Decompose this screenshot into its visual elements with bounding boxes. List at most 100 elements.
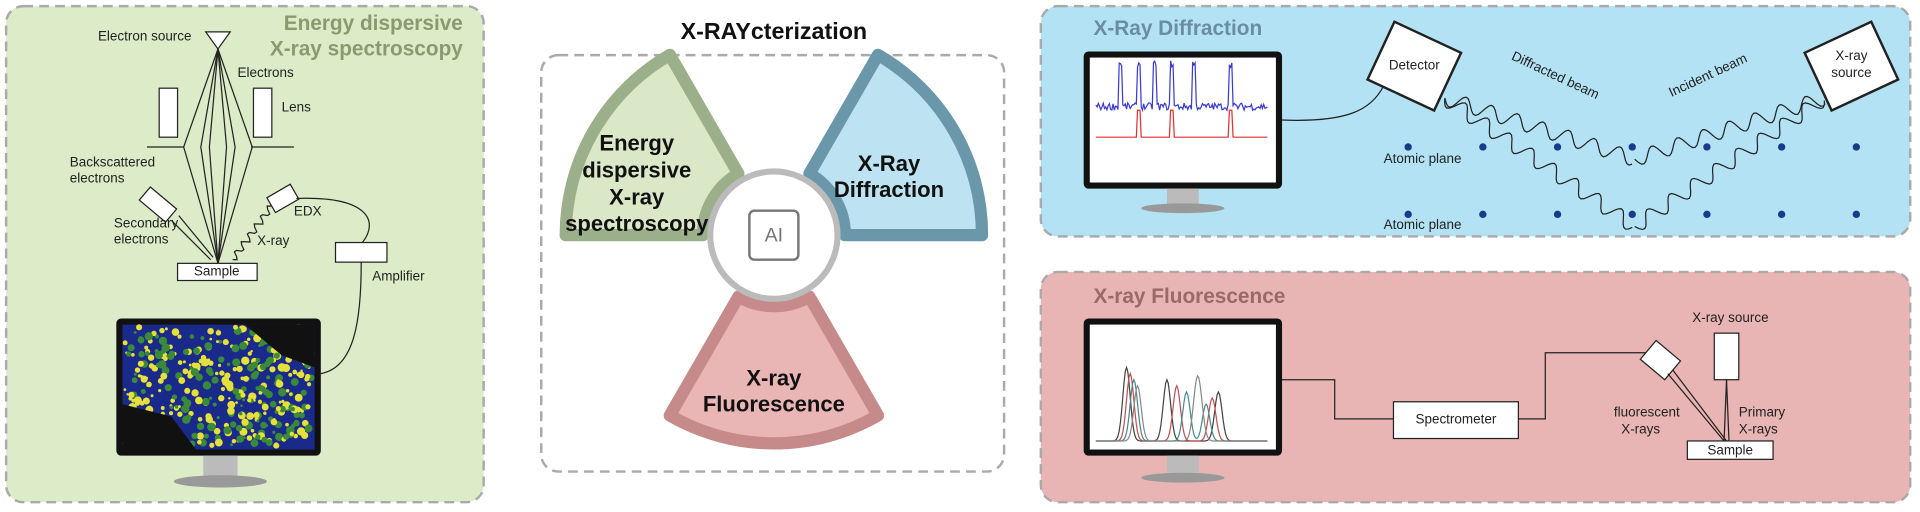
- atom: [1703, 143, 1711, 151]
- monitor-base: [173, 475, 267, 488]
- map-dot: [177, 405, 181, 409]
- map-dot: [258, 390, 263, 395]
- map-dot: [300, 389, 307, 396]
- map-dot: [182, 348, 190, 355]
- spectrometer: [1392, 401, 1519, 440]
- map-dot: [171, 394, 178, 400]
- map-dot: [158, 389, 162, 393]
- map-dot: [191, 432, 198, 440]
- map-dot: [200, 336, 205, 341]
- map-dot: [250, 349, 253, 353]
- map-dot: [240, 392, 246, 398]
- map-dot: [255, 358, 261, 363]
- map-dot: [241, 356, 250, 365]
- sample: [1686, 440, 1774, 460]
- map-dot: [145, 376, 149, 380]
- map-dot: [160, 372, 168, 380]
- label: Secondary: [114, 216, 179, 231]
- map-dot: [263, 411, 267, 415]
- map-dot: [266, 375, 271, 380]
- map-dot: [301, 431, 309, 439]
- map-dot: [127, 344, 135, 352]
- cable: [320, 262, 362, 375]
- map-dot: [182, 360, 186, 364]
- map-dot: [232, 388, 240, 395]
- map-dot: [182, 368, 189, 375]
- map-dot: [177, 411, 183, 417]
- detector: [138, 186, 178, 224]
- map-dot: [144, 332, 153, 341]
- blade: [663, 290, 885, 450]
- map-dot: [299, 408, 303, 412]
- map-dot: [161, 343, 170, 352]
- map-dot: [270, 418, 278, 426]
- map-dot: [215, 371, 219, 376]
- map-dot: [223, 426, 232, 435]
- map-dot: [300, 369, 303, 372]
- blade: [803, 48, 989, 242]
- map-dot: [193, 347, 200, 355]
- label: X-ray: [257, 233, 289, 248]
- map-dot: [273, 442, 280, 449]
- map-dot: [231, 344, 240, 353]
- map-dot: [197, 416, 203, 422]
- map-dot: [198, 358, 204, 364]
- map-dot: [126, 393, 129, 396]
- map-dot: [306, 426, 310, 431]
- map-dot: [161, 366, 170, 375]
- map-dot: [240, 376, 245, 381]
- map-dot: [296, 372, 300, 377]
- map-dot: [137, 360, 144, 367]
- map-dot: [168, 411, 174, 416]
- label: X-rays: [1739, 421, 1778, 436]
- atoms: [1404, 143, 1860, 219]
- wave: [232, 205, 272, 261]
- electron-source: [204, 31, 232, 51]
- label: Primary: [1739, 404, 1786, 419]
- chip: [748, 209, 800, 261]
- map-gap: [122, 324, 315, 450]
- amplifier: [334, 241, 388, 263]
- map-dot: [147, 354, 155, 361]
- map-dot: [257, 399, 263, 404]
- map-dot: [196, 432, 204, 440]
- map-dot: [228, 397, 231, 400]
- sample: [176, 262, 258, 282]
- map-dot: [200, 354, 207, 361]
- atom: [1404, 210, 1412, 219]
- map-dot: [241, 418, 249, 426]
- label: fluorescent: [1614, 404, 1680, 419]
- map-dot: [136, 398, 142, 403]
- label: Atomic plane: [1384, 217, 1462, 232]
- lens: [252, 87, 273, 138]
- map-dot: [158, 336, 168, 346]
- map-dot: [202, 381, 212, 390]
- map-dot: [259, 363, 267, 371]
- map-dot: [273, 352, 280, 359]
- map-dot: [256, 419, 260, 423]
- map-dot: [184, 387, 191, 394]
- map-dot: [170, 398, 175, 403]
- map-dot: [239, 411, 243, 416]
- map-dot: [272, 430, 276, 434]
- map-dot: [123, 388, 127, 391]
- map-dot: [190, 368, 199, 377]
- map-dot: [197, 439, 202, 445]
- map-dot: [144, 345, 149, 350]
- map-dot: [265, 424, 269, 428]
- map-dot: [144, 351, 150, 356]
- map-dot: [122, 340, 128, 346]
- map-dot: [235, 401, 238, 404]
- monitor-stand: [203, 455, 238, 478]
- map-dot: [216, 415, 220, 420]
- atom: [1852, 210, 1860, 219]
- monitor-stand: [1166, 455, 1199, 473]
- map-dot: [289, 392, 293, 396]
- map-dot: [226, 362, 231, 367]
- map-dot: [301, 419, 309, 427]
- map-dot: [232, 366, 238, 372]
- map-dot: [275, 380, 284, 388]
- map-dot: [178, 377, 186, 385]
- map-dot: [134, 367, 141, 373]
- map-dot: [255, 434, 261, 440]
